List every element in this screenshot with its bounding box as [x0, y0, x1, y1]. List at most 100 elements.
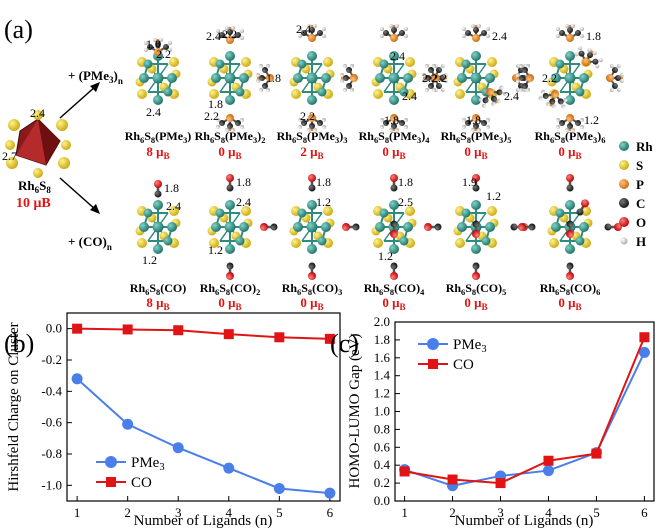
distance-label: 1.8: [398, 175, 413, 189]
y-tick-label: 1.2: [374, 386, 390, 401]
data-point-co: [324, 333, 335, 344]
panel-a: (a) 2.4 2.7 Rh6S8 10 μB + (PMe3)n + (CO)…: [2, 15, 653, 312]
distance-label: 1.8: [146, 37, 161, 51]
legend-label-pme3: PMe3​: [453, 337, 487, 355]
data-point-co: [543, 455, 554, 466]
legend-label: Rh: [636, 139, 653, 154]
series-line-co: [77, 327, 330, 340]
y-tick-label: -0.6: [41, 415, 62, 430]
c-x-axis-label: Number of Ligands (n): [455, 513, 594, 529]
y-tick-label: -0.8: [41, 446, 62, 461]
distance-label: 1.2: [584, 113, 599, 127]
distance-label: 2.2: [156, 47, 171, 61]
distance-label: 1.2: [142, 253, 157, 267]
data-point-co: [122, 324, 133, 335]
data-point-pme3: [542, 465, 554, 477]
distance-label: 2.2: [204, 109, 219, 123]
y-tick-label: 0.2: [374, 475, 390, 490]
b-y-axis-label: Hirshfeld Charge on Cluster: [6, 322, 22, 491]
distance-label: 1.8: [236, 175, 251, 189]
data-point-co: [495, 478, 506, 489]
legend-atom-h-icon: [620, 237, 628, 245]
legend-label: H: [636, 234, 646, 249]
series-line-pme3: [76, 378, 330, 495]
y-tick-label: 0.6: [374, 439, 391, 454]
magnetic-moment: 0 μB: [218, 144, 241, 161]
y-tick-label: 1.4: [374, 368, 391, 383]
x-tick-label: 4: [226, 505, 233, 520]
distance-label: 2.5: [398, 195, 413, 209]
distance-label: 1.9: [462, 175, 477, 189]
magnetic-moment: 2 μB: [300, 144, 323, 161]
data-point-pme3: [638, 346, 650, 358]
data-point-co: [173, 325, 184, 336]
y-tick-label: 1.0: [374, 404, 390, 419]
compound-name: Rh6​S8​(PMe3​)5​: [441, 129, 512, 145]
y-tick-label: 1.6: [374, 350, 391, 365]
distance-label: 2.4: [296, 22, 311, 36]
x-tick-label: 1: [401, 505, 408, 520]
legend-atom-s-icon: [619, 160, 629, 170]
parent-moment: 10 μB: [16, 196, 51, 211]
legend-atom-p-icon: [619, 179, 629, 189]
legend-label: P: [636, 177, 644, 192]
distance-label: 2.4: [206, 29, 221, 43]
distance-label: 2.4: [236, 195, 251, 209]
x-tick-label: 5: [276, 505, 283, 520]
c-y-axis-label: HOMO-LUMO Gap (eV): [347, 334, 363, 489]
magnetic-moment: 0 μB: [558, 144, 581, 161]
x-tick-label: 6: [327, 505, 334, 520]
distance-label: 2.4: [166, 199, 181, 213]
distance-label: 1.8: [208, 97, 223, 111]
data-point-co: [223, 329, 234, 340]
data-point-pme3: [172, 442, 184, 454]
legend-atom-c-icon: [619, 198, 629, 208]
data-point-pme3: [122, 418, 134, 430]
data-point-co: [72, 323, 83, 334]
data-point-co: [639, 332, 650, 343]
compound-name: Rh6​S8​(CO)5​: [446, 281, 507, 297]
legend-label: S: [636, 158, 643, 173]
x-tick-label: 2: [124, 505, 131, 520]
x-tick-label: 1: [74, 505, 81, 520]
compound-name: Rh6​S8​(PMe3​)2​: [195, 129, 266, 145]
magnetic-moment: 0 μB: [464, 295, 487, 312]
distance-labels: 1.82.22.42.4 2.21.82.21.82.42.22.42.42.21…: [142, 22, 601, 267]
x-tick-label: 2: [449, 505, 456, 520]
distance-label: 2.4: [492, 29, 507, 43]
parent-dist-2: 2.7: [2, 149, 17, 163]
compound-name: Rh6​S8​(CO)4​: [364, 281, 425, 297]
legend-label: C: [636, 196, 645, 211]
compound-name: Rh6​S8​(PMe3​)3​: [277, 129, 348, 145]
compound-name: Rh6​S8​(CO): [130, 281, 186, 297]
data-point-co: [591, 448, 602, 459]
data-point-pme3: [71, 373, 83, 385]
panel-b-chart: (b) Hirshfeld Charge on Cluster Number o…: [4, 312, 341, 529]
legend-marker-pme3-icon: [105, 456, 117, 468]
legend-marker-pme3-icon: [427, 338, 439, 350]
legend-atom-o-icon: [619, 217, 629, 227]
legend-marker-co-icon: [428, 359, 438, 369]
data-point-co: [399, 466, 410, 477]
legend-atom-rh-icon: [619, 141, 629, 151]
x-tick-label: 5: [593, 505, 600, 520]
data-point-pme3: [273, 482, 285, 494]
compound-name: Rh6​S8​(PMe3​)4​: [359, 129, 431, 145]
legend-label: O: [636, 215, 646, 230]
distance-label: 2.2: [542, 71, 557, 85]
series-line-pme3: [404, 351, 646, 487]
data-point-co: [274, 332, 285, 343]
distance-label: 1.2: [486, 189, 501, 203]
distance-label: 1.8: [164, 181, 179, 195]
distance-label: 1.8: [466, 113, 481, 127]
distance-label: 2.4: [146, 105, 161, 119]
co-arrow-label: + (CO)n: [68, 234, 112, 252]
parent-dist-1: 2.4: [30, 106, 45, 120]
distance-label: 2.4: [402, 89, 417, 103]
plot-frame-b: [66, 312, 341, 502]
legend-label-pme3: PMe3​: [131, 455, 165, 473]
panel-c-chart: (c) HOMO-LUMO Gap (eV) Number of Ligands…: [330, 314, 655, 529]
legend-label-co: CO: [453, 357, 474, 373]
pme3-arrow-label: + (PMe3)n: [68, 68, 123, 86]
